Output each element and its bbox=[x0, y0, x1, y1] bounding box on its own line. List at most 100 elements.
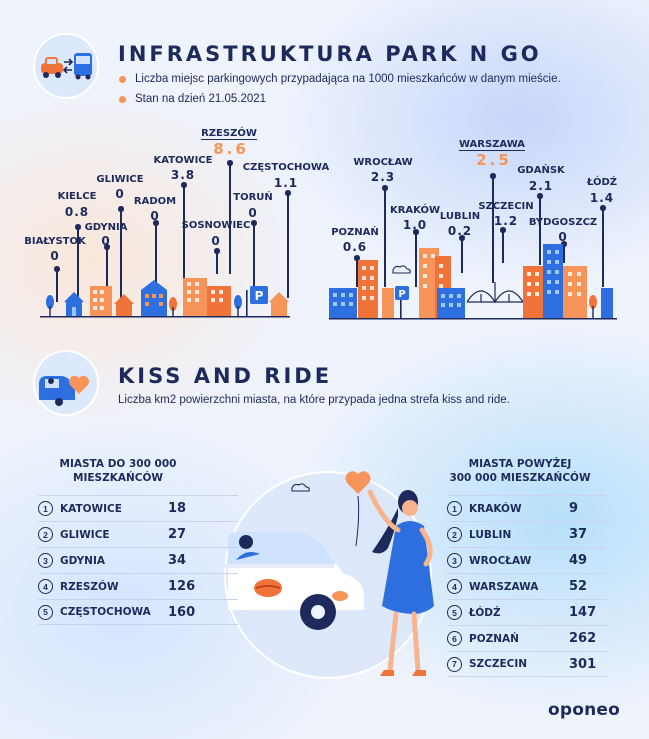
stem-czestochowa bbox=[285, 190, 290, 298]
city-label-krakow: KRAKÓW bbox=[389, 205, 441, 216]
tree-icon bbox=[46, 295, 54, 316]
city-label-czestochowa: CZĘSTOCHOWA bbox=[242, 162, 330, 173]
heart-icon bbox=[345, 471, 371, 494]
park-n-go-section: INFRASTRUKTURA PARK N GO Liczba miejsc p… bbox=[0, 0, 649, 330]
stem-wroclaw bbox=[382, 185, 387, 287]
stem-katowice bbox=[181, 182, 186, 278]
rank-value: 147 bbox=[569, 605, 597, 620]
table-row: 7 SZCZECIN 301 bbox=[447, 651, 607, 677]
stem-gliwice bbox=[118, 206, 123, 298]
city-value-sosnowiec: 0 bbox=[211, 234, 221, 248]
city-label-wroclaw: WROCŁAW bbox=[353, 157, 413, 168]
city-value-gdynia: 0 bbox=[101, 234, 111, 248]
city-value-warszawa: 2.5 bbox=[476, 151, 512, 169]
city-label-gliwice: GLIWICE bbox=[96, 174, 144, 185]
city-value-gdansk: 2.1 bbox=[528, 179, 554, 193]
rank-city: CZĘSTOCHOWA bbox=[60, 606, 151, 618]
rank-number: 6 bbox=[447, 631, 462, 646]
heading-line: MIESZKAŃCÓW bbox=[73, 472, 163, 484]
stem-radom bbox=[153, 220, 158, 284]
bullet-text: Liczba miejsc parkingowych przypadająca … bbox=[135, 73, 561, 85]
rank-city: KATOWICE bbox=[60, 502, 122, 515]
tree-icon bbox=[169, 297, 177, 316]
parking-sign: P bbox=[398, 289, 405, 300]
rank-value: 9 bbox=[569, 501, 579, 516]
large-cities-heading: MIASTA POWYŻEJ 300 000 MIESZKAŃCÓW bbox=[442, 457, 598, 485]
rank-city: GLIWICE bbox=[60, 528, 110, 541]
city-label-kielce: KIELCE bbox=[57, 191, 97, 202]
city-value-wroclaw: 2.3 bbox=[370, 170, 396, 184]
heading-line: MIASTA DO 300 000 bbox=[59, 458, 177, 470]
city-label-radom: RADOM bbox=[133, 196, 177, 207]
city-label-warszawa: WARSZAWA bbox=[458, 139, 526, 151]
city-label-torun: TORUŃ bbox=[233, 192, 273, 203]
heading-line: 300 000 MIESZKAŃCÓW bbox=[449, 472, 591, 484]
city-value-bialystok: 0 bbox=[50, 249, 60, 263]
rank-value: 27 bbox=[168, 527, 187, 542]
stem-szczecin bbox=[500, 227, 505, 263]
house-icon bbox=[64, 292, 84, 316]
bullet-text: Stan na dzień 21.05.2021 bbox=[135, 93, 267, 105]
city-value-szczecin: 1.2 bbox=[493, 214, 519, 228]
small-cities-chart: BIAŁYSTOK 0 KIELCE 0.8 GDYNIA 0 GLIWICE … bbox=[0, 120, 330, 320]
city-label-poznan: POZNAŃ bbox=[331, 227, 379, 238]
city-value-radom: 0 bbox=[150, 209, 160, 223]
table-row: 5 CZĘSTOCHOWA 160 bbox=[38, 599, 238, 625]
city-label-sosnowiec: SOSNOWIEC bbox=[181, 220, 251, 231]
rank-number: 3 bbox=[447, 553, 462, 568]
stem-gdansk bbox=[537, 193, 542, 265]
rank-number: 4 bbox=[38, 579, 53, 594]
park-n-go-bullet-1: Liczba miejsc parkingowych przypadająca … bbox=[119, 73, 561, 85]
stem-lodz bbox=[600, 205, 605, 287]
city-label-bialystok: BIAŁYSTOK bbox=[24, 236, 86, 247]
table-row: 1 KRAKÓW 9 bbox=[447, 495, 607, 521]
city-value-rzeszow: 8.6 bbox=[213, 140, 249, 158]
table-row: 3 WROCŁAW 49 bbox=[447, 547, 607, 573]
kiss-and-ride-illustration bbox=[224, 471, 434, 679]
park-n-go-title: INFRASTRUKTURA PARK N GO bbox=[118, 42, 542, 66]
rank-value: 49 bbox=[569, 553, 588, 568]
rank-number: 4 bbox=[447, 579, 462, 594]
rank-number: 2 bbox=[38, 527, 53, 542]
stem-sosnowiec bbox=[214, 248, 219, 274]
tree-icon bbox=[589, 295, 597, 318]
heading-line: MIASTA POWYŻEJ bbox=[468, 458, 572, 470]
car-heart-icon bbox=[33, 350, 99, 416]
stem-torun bbox=[251, 220, 256, 290]
city-value-poznan: 0.6 bbox=[342, 240, 368, 254]
rank-value: 126 bbox=[168, 579, 196, 594]
city-value-torun: 0 bbox=[248, 206, 258, 220]
rank-value: 52 bbox=[569, 579, 588, 594]
city-label-szczecin: SZCZECIN bbox=[478, 201, 534, 212]
car-bus-icon bbox=[33, 33, 99, 99]
stem-poznan bbox=[354, 255, 359, 287]
kiss-and-ride-section: KISS AND RIDE Liczba km2 powierzchni mia… bbox=[0, 340, 649, 739]
rank-value: 301 bbox=[569, 656, 597, 672]
rank-city: RZESZÓW bbox=[60, 580, 119, 593]
rank-city: WROCŁAW bbox=[469, 554, 532, 567]
city-label-rzeszow: RZESZÓW bbox=[201, 128, 257, 140]
table-row: 4 RZESZÓW 126 bbox=[38, 573, 238, 599]
city-label-gdynia: GDYNIA bbox=[84, 222, 128, 233]
stem-lublin bbox=[459, 235, 464, 273]
kiss-and-ride-title: KISS AND RIDE bbox=[118, 364, 333, 388]
rank-city: SZCZECIN bbox=[469, 658, 528, 670]
city-label-lublin: LUBLIN bbox=[439, 211, 481, 222]
city-label-lodz: ŁÓDŹ bbox=[586, 177, 618, 188]
rank-number: 5 bbox=[447, 605, 462, 620]
house-icon bbox=[269, 292, 289, 316]
city-label-gdansk: GDAŃSK bbox=[517, 165, 565, 176]
table-row: 5 ŁÓDŹ 147 bbox=[447, 599, 607, 625]
rank-city: LUBLIN bbox=[469, 528, 512, 541]
bullet-dot bbox=[119, 75, 126, 83]
stem-bialystok bbox=[54, 266, 59, 302]
stem-bydgoszcz bbox=[561, 241, 566, 263]
rank-value: 160 bbox=[168, 604, 196, 620]
cloud-icon bbox=[291, 483, 310, 492]
kiss-and-ride-description: Liczba km2 powierzchni miasta, na które … bbox=[118, 394, 510, 406]
rank-number: 5 bbox=[38, 604, 53, 620]
city-value-gliwice: 0 bbox=[115, 187, 125, 201]
city-label-katowice: KATOWICE bbox=[153, 155, 213, 166]
bullet-dot bbox=[119, 95, 126, 103]
table-row: 1 KATOWICE 18 bbox=[38, 495, 238, 521]
